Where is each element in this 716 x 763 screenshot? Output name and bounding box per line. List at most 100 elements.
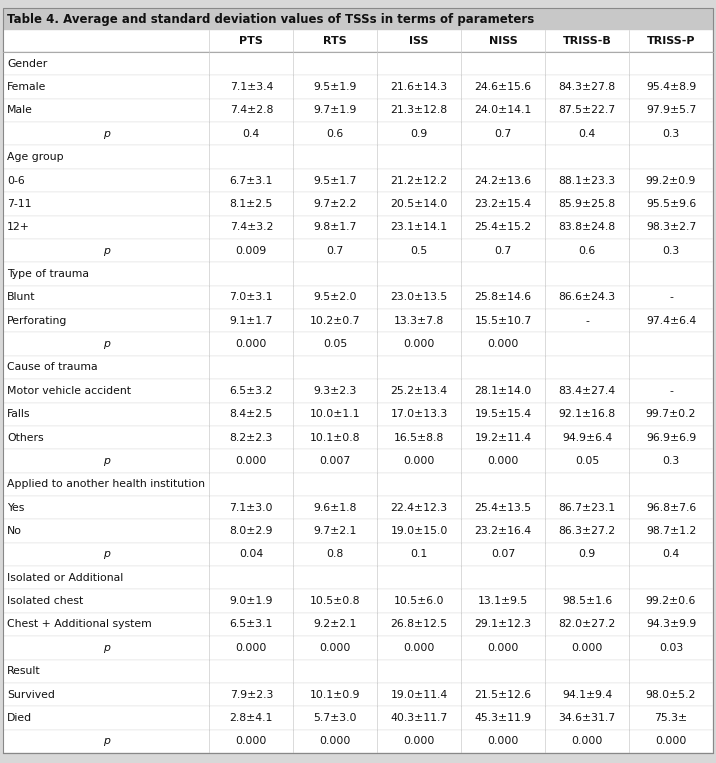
Text: 0.3: 0.3 [662, 246, 679, 256]
Bar [3, 520, 713, 542]
Text: 0.6: 0.6 [579, 246, 596, 256]
Text: 97.4±6.4: 97.4±6.4 [646, 316, 696, 326]
Text: 6.5±3.1: 6.5±3.1 [230, 620, 273, 629]
Text: 0.000: 0.000 [488, 736, 519, 746]
Text: 9.6±1.8: 9.6±1.8 [314, 503, 357, 513]
Text: 12+: 12+ [7, 222, 30, 232]
Text: PTS: PTS [239, 36, 263, 46]
Text: 0.000: 0.000 [404, 339, 435, 349]
Bar [3, 356, 713, 379]
Text: 6.5±3.2: 6.5±3.2 [230, 386, 273, 396]
Bar [3, 379, 713, 403]
Text: Age group: Age group [7, 152, 64, 163]
Text: 45.3±11.9: 45.3±11.9 [475, 713, 532, 723]
Text: 8.4±2.5: 8.4±2.5 [230, 409, 273, 419]
Text: 0.05: 0.05 [575, 456, 599, 466]
Text: 6.7±3.1: 6.7±3.1 [230, 175, 273, 185]
Text: 21.3±12.8: 21.3±12.8 [391, 105, 448, 115]
Text: 97.9±5.7: 97.9±5.7 [646, 105, 696, 115]
Text: TRISS-B: TRISS-B [563, 36, 611, 46]
Text: 13.3±7.8: 13.3±7.8 [394, 316, 445, 326]
Text: 9.1±1.7: 9.1±1.7 [230, 316, 273, 326]
Bar [3, 216, 713, 239]
Text: 98.3±2.7: 98.3±2.7 [646, 222, 696, 232]
Text: Others: Others [7, 433, 44, 443]
Text: 40.3±11.7: 40.3±11.7 [390, 713, 448, 723]
Text: 0.007: 0.007 [319, 456, 351, 466]
Text: 0.000: 0.000 [404, 456, 435, 466]
Text: p: p [102, 339, 110, 349]
Text: 9.0±1.9: 9.0±1.9 [230, 596, 273, 606]
Text: 5.7±3.0: 5.7±3.0 [314, 713, 357, 723]
Text: RTS: RTS [324, 36, 347, 46]
Text: 0.000: 0.000 [404, 643, 435, 653]
Text: 34.6±31.7: 34.6±31.7 [558, 713, 616, 723]
Text: 0.000: 0.000 [571, 643, 603, 653]
Text: 0.7: 0.7 [495, 246, 512, 256]
Bar [3, 729, 713, 753]
Bar [3, 285, 713, 309]
Text: 23.2±15.4: 23.2±15.4 [475, 199, 532, 209]
Text: 7.4±3.2: 7.4±3.2 [230, 222, 273, 232]
Text: p: p [102, 643, 110, 653]
Text: 19.2±11.4: 19.2±11.4 [475, 433, 532, 443]
Text: 7.1±3.4: 7.1±3.4 [230, 82, 273, 92]
Text: 0.8: 0.8 [326, 549, 344, 559]
Bar [3, 590, 713, 613]
Text: 94.1±9.4: 94.1±9.4 [562, 690, 612, 700]
Text: 0.009: 0.009 [236, 246, 267, 256]
Text: 99.2±0.9: 99.2±0.9 [646, 175, 696, 185]
Text: 0.4: 0.4 [243, 129, 260, 139]
Text: 19.0±11.4: 19.0±11.4 [390, 690, 448, 700]
Text: 10.5±0.8: 10.5±0.8 [310, 596, 360, 606]
Bar [3, 239, 713, 262]
Bar [3, 426, 713, 449]
Text: 0.000: 0.000 [236, 736, 267, 746]
Text: 0.000: 0.000 [236, 456, 267, 466]
Bar [3, 333, 713, 356]
Text: 98.7±1.2: 98.7±1.2 [646, 526, 696, 536]
Text: p: p [102, 246, 110, 256]
Text: 0.9: 0.9 [410, 129, 427, 139]
Text: 82.0±27.2: 82.0±27.2 [558, 620, 616, 629]
Text: 75.3±: 75.3± [654, 713, 687, 723]
Text: 8.1±2.5: 8.1±2.5 [230, 199, 273, 209]
Text: 0.000: 0.000 [488, 456, 519, 466]
Text: Isolated chest: Isolated chest [7, 596, 83, 606]
Text: Motor vehicle accident: Motor vehicle accident [7, 386, 131, 396]
Text: 87.5±22.7: 87.5±22.7 [558, 105, 616, 115]
Text: 23.2±16.4: 23.2±16.4 [475, 526, 532, 536]
Text: 0.7: 0.7 [326, 246, 344, 256]
Text: 20.5±14.0: 20.5±14.0 [390, 199, 448, 209]
Text: 23.1±14.1: 23.1±14.1 [391, 222, 448, 232]
Text: 0.4: 0.4 [579, 129, 596, 139]
Text: 95.4±8.9: 95.4±8.9 [646, 82, 696, 92]
Text: 9.7±2.2: 9.7±2.2 [314, 199, 357, 209]
Text: 0.9: 0.9 [579, 549, 596, 559]
Text: 0.1: 0.1 [410, 549, 427, 559]
Text: 83.4±27.4: 83.4±27.4 [558, 386, 616, 396]
Text: 19.0±15.0: 19.0±15.0 [390, 526, 448, 536]
Text: 7.1±3.0: 7.1±3.0 [230, 503, 273, 513]
Text: 10.1±0.9: 10.1±0.9 [310, 690, 360, 700]
Bar [3, 30, 713, 52]
Text: Died: Died [7, 713, 32, 723]
Text: 86.3±27.2: 86.3±27.2 [558, 526, 616, 536]
Text: 26.8±12.5: 26.8±12.5 [391, 620, 448, 629]
Text: 9.8±1.7: 9.8±1.7 [314, 222, 357, 232]
Text: 0.000: 0.000 [571, 736, 603, 746]
Text: 98.0±5.2: 98.0±5.2 [646, 690, 696, 700]
Text: 0.3: 0.3 [662, 456, 679, 466]
Text: 22.4±12.3: 22.4±12.3 [391, 503, 448, 513]
Text: 0.000: 0.000 [404, 736, 435, 746]
Text: 84.3±27.8: 84.3±27.8 [558, 82, 616, 92]
Text: 25.2±13.4: 25.2±13.4 [391, 386, 448, 396]
Text: 85.9±25.8: 85.9±25.8 [558, 199, 616, 209]
Bar [3, 707, 713, 729]
Text: 0.05: 0.05 [323, 339, 347, 349]
Bar [3, 613, 713, 636]
Text: 21.6±14.3: 21.6±14.3 [391, 82, 448, 92]
Bar [3, 192, 713, 216]
Text: 23.0±13.5: 23.0±13.5 [390, 292, 448, 302]
Text: Blunt: Blunt [7, 292, 36, 302]
